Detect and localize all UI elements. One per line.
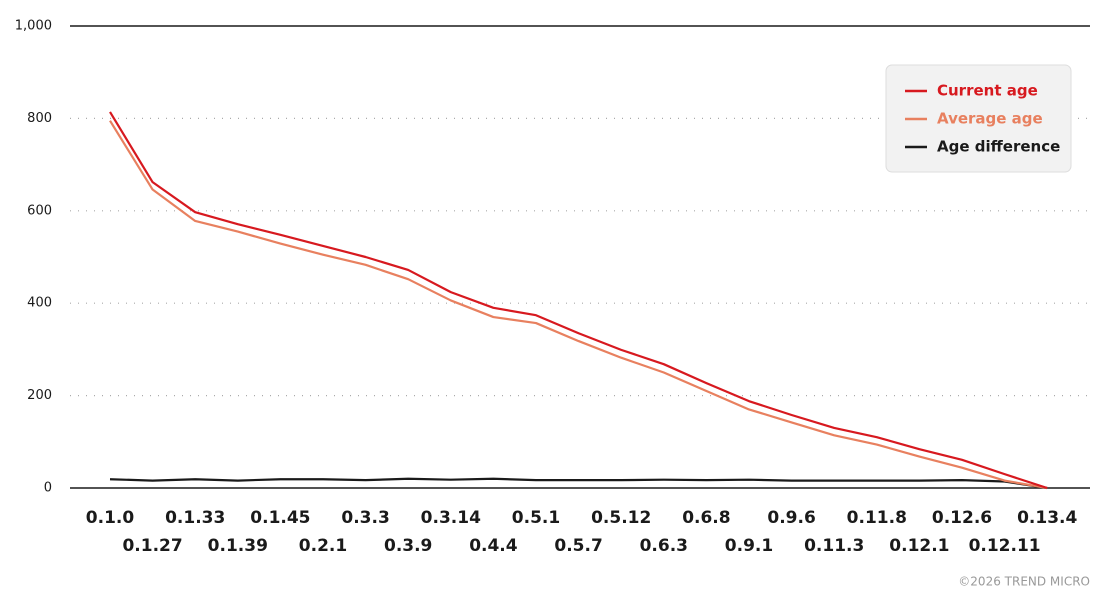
legend-label: Age difference bbox=[937, 138, 1060, 156]
legend-label: Current age bbox=[937, 82, 1038, 100]
x-tick-label: 0.4.4 bbox=[469, 536, 518, 556]
y-tick-label: 600 bbox=[27, 203, 52, 218]
x-tick-label: 0.9.1 bbox=[725, 536, 773, 556]
x-tick-label: 0.13.4 bbox=[1017, 508, 1077, 528]
x-tick-label: 0.11.8 bbox=[847, 508, 907, 528]
x-tick-label: 0.1.33 bbox=[165, 508, 225, 528]
y-tick-label: 800 bbox=[27, 111, 52, 126]
x-tick-label: 0.9.6 bbox=[767, 508, 815, 528]
y-tick-label: 400 bbox=[27, 296, 52, 311]
y-tick-label: 200 bbox=[27, 388, 52, 403]
x-tick-label: 0.5.1 bbox=[512, 508, 560, 528]
y-tick-label: 1,000 bbox=[15, 19, 52, 34]
x-tick-label: 0.6.8 bbox=[682, 508, 730, 528]
x-tick-label: 0.3.3 bbox=[341, 508, 389, 528]
x-tick-label: 0.3.14 bbox=[421, 508, 481, 528]
series-line bbox=[109, 111, 1048, 490]
x-tick-label: 0.12.11 bbox=[969, 536, 1041, 556]
series-line bbox=[109, 477, 1048, 490]
x-tick-label: 0.1.0 bbox=[86, 508, 135, 528]
legend-label: Average age bbox=[937, 110, 1043, 128]
x-tick-label: 0.1.27 bbox=[122, 536, 182, 556]
x-tick-label: 0.2.1 bbox=[299, 536, 347, 556]
credit: ©2026 TREND MICRO bbox=[958, 575, 1090, 589]
x-tick-label: 0.1.39 bbox=[208, 536, 268, 556]
x-tick-label: 0.11.3 bbox=[804, 536, 864, 556]
series-line bbox=[109, 120, 1048, 490]
legend-box bbox=[885, 64, 1072, 173]
x-tick-label: 0.12.6 bbox=[932, 508, 992, 528]
y-tick-label: 0 bbox=[44, 481, 52, 496]
x-tick-label: 0.5.7 bbox=[554, 536, 602, 556]
x-tick-label: 0.6.3 bbox=[640, 536, 688, 556]
x-tick-label: 0.1.45 bbox=[250, 508, 310, 528]
x-tick-label: 0.5.12 bbox=[591, 508, 651, 528]
x-tick-label: 0.3.9 bbox=[384, 536, 432, 556]
x-tick-label: 0.12.1 bbox=[889, 536, 949, 556]
